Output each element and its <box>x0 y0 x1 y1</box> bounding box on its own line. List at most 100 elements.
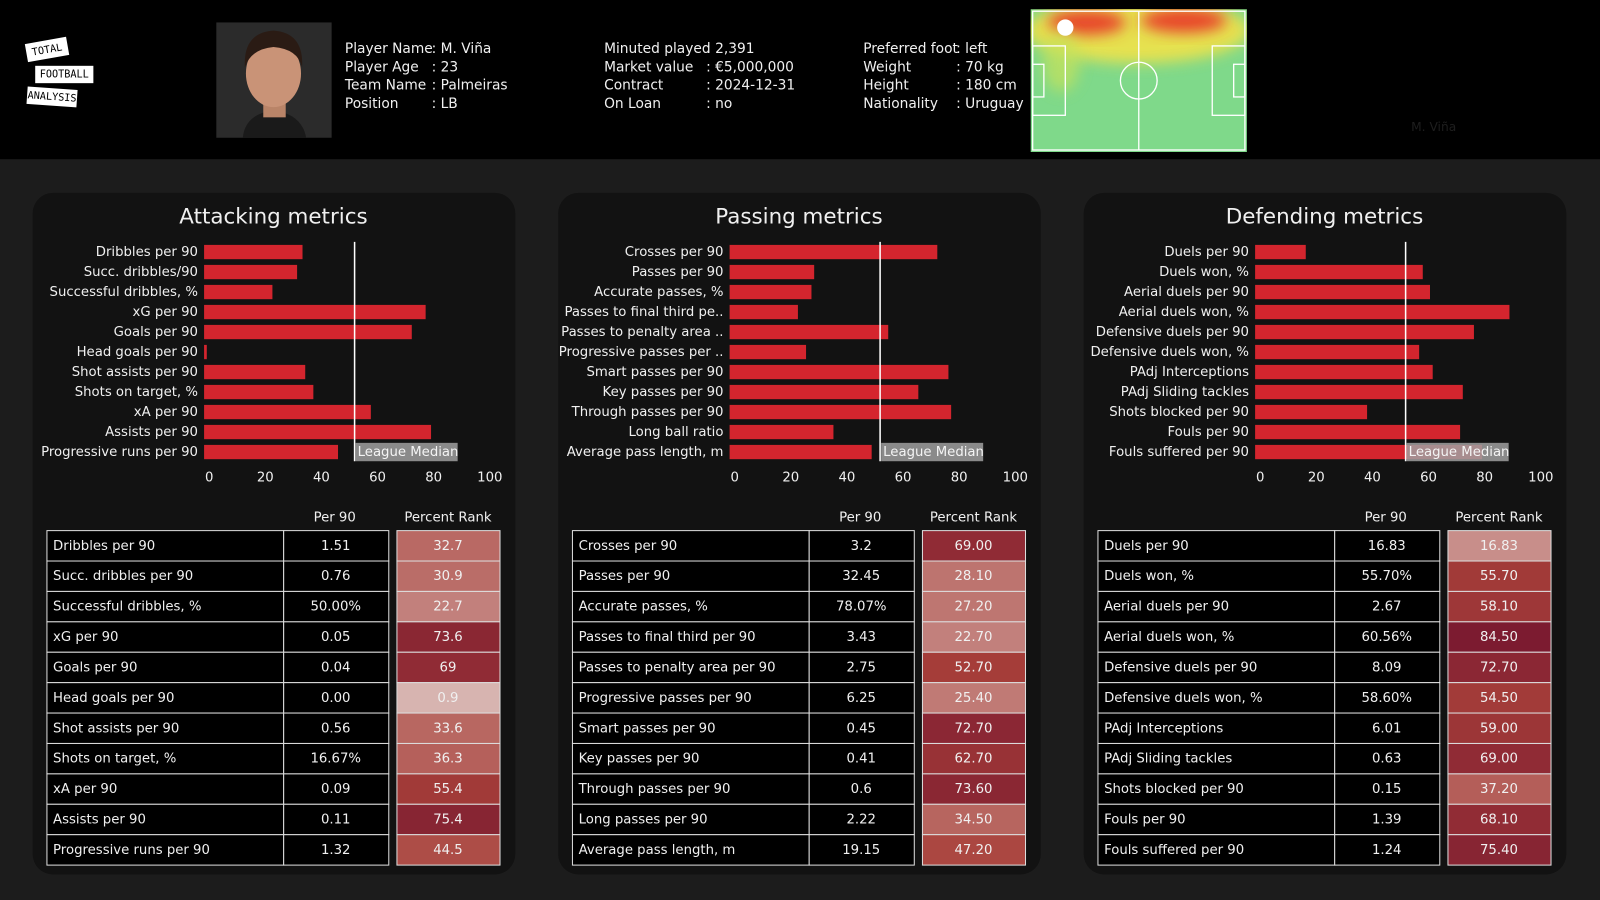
rank-value: 73.60 <box>955 782 993 797</box>
x-tick-label: 100 <box>477 471 502 486</box>
name-cell <box>571 742 810 775</box>
metric-value: 0.41 <box>846 752 876 767</box>
x-tick-label: 60 <box>1420 471 1437 486</box>
x-tick-label: 40 <box>839 471 856 486</box>
rank-cell <box>396 530 501 562</box>
rank-value: 34.50 <box>955 812 993 827</box>
category-label: Head goals per 90 <box>77 345 198 360</box>
bar <box>204 304 426 320</box>
metric-value: 2.75 <box>846 660 876 675</box>
category-label: PAdj Interceptions <box>1130 365 1249 380</box>
metric-value: 78.07% <box>836 600 887 615</box>
rank-value: 32.7 <box>433 539 463 554</box>
category-label: Duels won, % <box>1159 265 1249 280</box>
metric-value: 19.15 <box>842 843 880 858</box>
column-header: Percent Rank <box>930 510 1017 525</box>
metric-name: Crosses per 90 <box>579 539 678 554</box>
info-label: Preferred foot <box>863 41 958 57</box>
bar <box>1255 404 1368 420</box>
metric-name: Shots on target, % <box>53 752 176 767</box>
info-value: : 23 <box>432 59 459 75</box>
category-label: Shot assists per 90 <box>72 365 198 380</box>
info-label: Team Name <box>344 78 426 94</box>
rank-value: 55.70 <box>1480 569 1518 584</box>
column-header: Per 90 <box>314 510 356 525</box>
value-cell <box>808 803 915 836</box>
bar <box>1255 244 1306 260</box>
info-value: : €5,000,000 <box>706 59 794 75</box>
logo-text: FOOTBALL <box>40 69 89 80</box>
logo-text: ANALYSIS <box>27 90 77 104</box>
category-label: xA per 90 <box>134 405 198 420</box>
metric-name: PAdj Interceptions <box>1104 721 1223 736</box>
category-label: Defensive duels won, % <box>1090 345 1248 360</box>
value-cell <box>1334 773 1441 805</box>
metric-name: Aerial duels won, % <box>1104 630 1234 645</box>
info-label: Height <box>863 78 909 94</box>
info-value: : 70 kg <box>956 59 1004 75</box>
category-label: Fouls per 90 <box>1167 425 1249 440</box>
median-label-bg <box>355 442 458 462</box>
bar <box>729 424 834 440</box>
metric-value: 8.09 <box>1372 660 1402 675</box>
bar <box>729 304 798 320</box>
metric-value: 0.04 <box>321 660 351 675</box>
heatmap-label: M. Viña <box>1411 120 1456 134</box>
rank-cell <box>1447 712 1552 744</box>
x-tick-label: 60 <box>369 471 386 486</box>
info-label: Minuted played <box>604 41 710 57</box>
x-tick-label: 0 <box>1256 471 1264 486</box>
category-label: PAdj Sliding tackles <box>1121 385 1249 400</box>
metric-name: Accurate passes, % <box>579 600 708 615</box>
median-label-bg <box>881 442 984 462</box>
metric-name: Average pass length, m <box>579 843 736 858</box>
x-tick-label: 100 <box>1528 471 1553 486</box>
metric-name: Dribbles per 90 <box>53 539 155 554</box>
heat-zone <box>1140 9 1227 33</box>
name-cell <box>571 651 810 684</box>
name-cell <box>1097 834 1336 866</box>
info-value: : left <box>956 41 988 57</box>
metric-name: Fouls per 90 <box>1104 812 1186 827</box>
rank-value: 72.70 <box>955 721 993 736</box>
rank-cell <box>921 530 1027 562</box>
photo-shirt <box>242 110 307 138</box>
rank-cell <box>1447 682 1552 714</box>
value-cell <box>808 682 915 714</box>
column-header: Percent Rank <box>404 510 491 525</box>
metric-value: 1.39 <box>1372 812 1402 827</box>
name-cell <box>571 834 810 866</box>
rank-cell <box>921 803 1027 836</box>
metric-name: Smart passes per 90 <box>579 721 716 736</box>
info-value: : Uruguay <box>956 96 1024 112</box>
bar <box>204 264 298 280</box>
metric-value: 3.43 <box>846 630 876 645</box>
value-cell <box>1334 560 1441 592</box>
rank-cell <box>1447 803 1552 836</box>
rank-value: 30.9 <box>433 569 463 584</box>
metric-name: xG per 90 <box>53 630 118 645</box>
rank-value: 75.4 <box>433 812 463 827</box>
median-label: League Median <box>883 445 984 460</box>
category-label: Crosses per 90 <box>625 245 724 260</box>
bar <box>1255 304 1510 320</box>
name-cell <box>46 590 285 623</box>
x-tick-label: 0 <box>730 471 738 486</box>
rank-value: 28.10 <box>955 569 993 584</box>
bar <box>204 384 314 400</box>
rank-value: 16.83 <box>1480 539 1518 554</box>
rank-value: 69 <box>440 660 457 675</box>
bar <box>1255 364 1433 380</box>
category-label: Passes to penalty area .. <box>561 325 723 340</box>
bar <box>204 444 339 460</box>
info-value: : Palmeiras <box>432 78 508 94</box>
value-cell <box>1334 621 1441 653</box>
bar <box>1255 384 1463 400</box>
value-cell <box>808 621 915 653</box>
metric-value: 50.00% <box>310 600 361 615</box>
metric-name: Long passes per 90 <box>579 812 708 827</box>
name-cell <box>571 621 810 653</box>
rank-value: 44.5 <box>433 843 463 858</box>
bar <box>729 264 815 280</box>
